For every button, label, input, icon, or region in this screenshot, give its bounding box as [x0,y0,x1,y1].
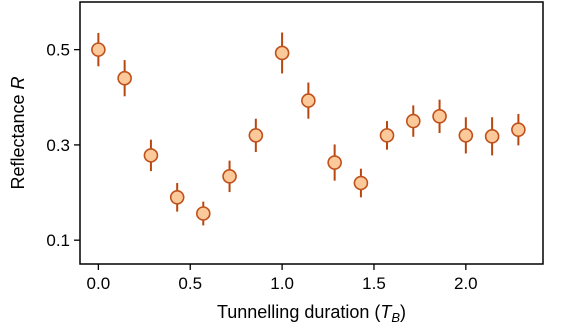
data-point [91,42,106,57]
data-points [91,32,526,226]
data-point [484,129,500,144]
data-point [117,70,132,86]
x-axis-label: Tunnelling duration (TB) [217,302,406,325]
data-point [274,45,290,61]
x-axis-label-suffix: ) [400,302,406,322]
plot-frame [79,1,544,265]
x-axis-label-prefix: Tunnelling duration ( [217,302,380,322]
data-point [301,93,316,108]
x-tick-label: 1.5 [362,274,386,293]
x-axis-label-symbol: T [380,302,393,322]
y-axis-label-symbol: R [8,76,28,89]
data-point [143,148,159,163]
y-tick-label: 0.5 [46,41,70,60]
data-point [248,128,264,143]
data-point [511,122,526,137]
x-tick-label: 0.5 [178,274,202,293]
y-tick-label: 0.3 [46,136,70,155]
data-point [432,109,447,124]
y-tick-label: 0.1 [46,231,70,250]
y-axis-ticks: 0.1 0.3 0.5 [46,41,80,250]
data-point [169,190,185,205]
data-point [353,175,369,191]
x-tick-label: 0.0 [87,274,111,293]
data-point [222,169,237,184]
x-tick-label: 1.0 [270,274,294,293]
y-axis-label: Reflectance R [8,76,28,189]
x-axis-ticks: 0.0 0.5 1.0 1.5 2.0 [87,264,478,293]
data-point [405,113,421,129]
y-axis-label-prefix: Reflectance [8,89,28,189]
x-axis-label-subscript: B [391,310,400,325]
x-tick-label: 2.0 [454,274,478,293]
data-point [458,128,474,143]
data-point [379,128,395,143]
data-point [195,206,211,221]
data-point [327,155,342,170]
